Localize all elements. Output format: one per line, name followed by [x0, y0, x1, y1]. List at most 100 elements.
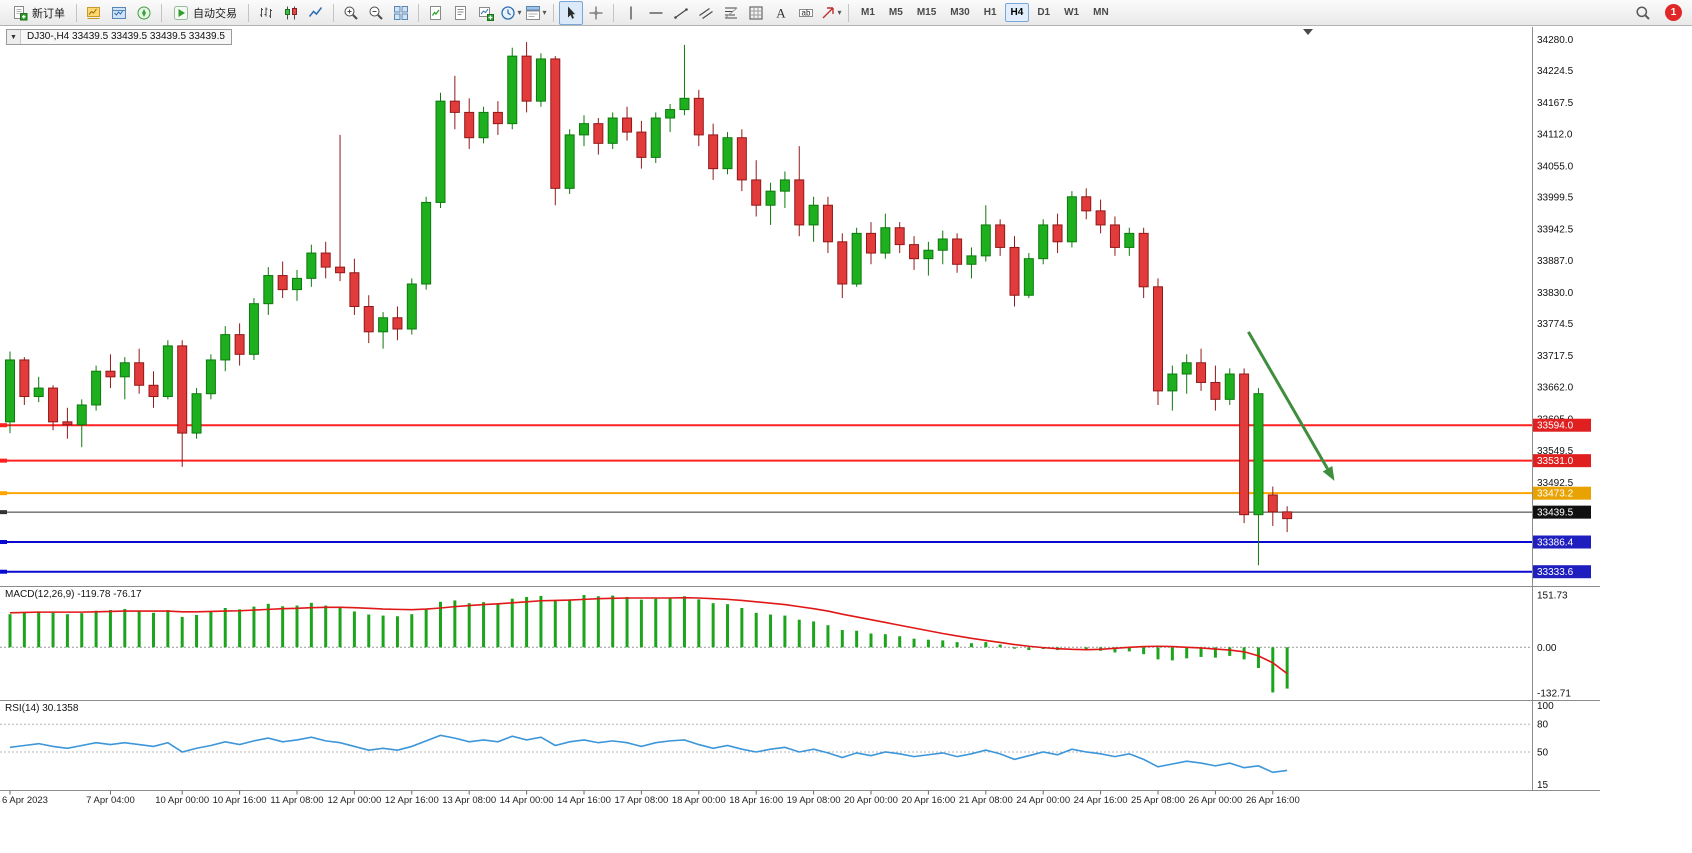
vertical-line-button[interactable] [619, 1, 643, 25]
chevron-down-icon: ▾ [837, 8, 842, 17]
macd-pane[interactable]: 151.73 0.00 -132.71 [0, 590, 1571, 700]
hline-left-marker [0, 540, 7, 545]
auto-trading-button[interactable]: 自动交易 [167, 1, 243, 25]
price-axis-label: 33999.5 [1537, 193, 1574, 204]
price-axis-label: 33492.5 [1537, 478, 1574, 489]
fibo-icon [724, 7, 738, 18]
search-button[interactable] [1631, 1, 1655, 25]
price-axis-label: 34224.5 [1537, 66, 1574, 77]
autotrade-play-icon [174, 5, 188, 20]
macd-axis-label: 151.73 [1537, 590, 1568, 601]
arrows-button[interactable]: ▾ [819, 1, 843, 25]
rsi-line [9, 734, 1288, 774]
notification-badge[interactable]: 1 [1665, 4, 1682, 21]
chart-title-chip: ▼ DJ30-,H4 33439.5 33439.5 33439.5 33439… [6, 29, 232, 45]
date-axis-label: 19 Apr 08:00 [787, 795, 841, 806]
timeframe-m30[interactable]: M30 [950, 7, 970, 18]
date-axis-label: 24 Apr 00:00 [1016, 795, 1070, 806]
candlestick-series [5, 42, 1293, 566]
price-axis-label: 33830.0 [1537, 288, 1574, 299]
timeframe-toolbar: M1 M5 M15 M30 H1 H4 D1 W1 MN [854, 3, 1116, 22]
new-order-button-label: 新订单 [32, 7, 65, 20]
svg-text:A: A [776, 5, 786, 20]
down-arrow-annotation[interactable] [1247, 331, 1335, 481]
timeframe-d1[interactable]: D1 [1037, 7, 1051, 18]
new-order-button[interactable]: 新订单 [6, 1, 71, 25]
channel-button[interactable] [694, 1, 718, 25]
timeframe-h1[interactable]: H1 [983, 7, 997, 18]
date-axis-label: 25 Apr 08:00 [1131, 795, 1185, 806]
timeframe-w1[interactable]: W1 [1064, 7, 1080, 18]
period-clock-icon [501, 5, 516, 20]
macd-axis-label: -132.71 [1537, 689, 1571, 700]
timeframe-m1[interactable]: M1 [861, 7, 875, 18]
timeframe-m15[interactable]: M15 [916, 7, 937, 18]
toolbar-separator [553, 3, 554, 22]
toolbar-separator [418, 3, 419, 22]
channel-icon [699, 7, 713, 19]
chart-shift-marker[interactable] [1303, 29, 1313, 35]
rsi-axis-label: 80 [1537, 720, 1549, 731]
crosshair-button[interactable] [584, 1, 608, 25]
navigator-button[interactable] [132, 1, 156, 25]
date-axis-label: 20 Apr 16:00 [901, 795, 955, 806]
rsi-pane[interactable]: 100 80 50 15 [0, 701, 1554, 791]
date-axis-label: 21 Apr 08:00 [959, 795, 1013, 806]
horizontal-line-button[interactable] [644, 1, 668, 25]
line-chart-button[interactable] [304, 1, 328, 25]
template-gear-icon [526, 5, 541, 20]
auto-trading-button-label: 自动交易 [193, 7, 237, 20]
template-button[interactable]: ▾ [524, 1, 548, 25]
timeframe-h4[interactable]: H4 [1004, 3, 1030, 22]
price-axis-label: 33549.5 [1537, 446, 1574, 457]
date-axis-label: 6 Apr 2023 [2, 795, 48, 806]
new-chart-button[interactable] [474, 1, 498, 25]
crosshair-icon [589, 6, 603, 19]
templates-button[interactable] [449, 1, 473, 25]
text-button[interactable]: A [769, 1, 793, 25]
zoom-in-button[interactable] [339, 1, 363, 25]
profiles-button[interactable] [82, 1, 106, 25]
shapes-button[interactable] [744, 1, 768, 25]
macd-indicator-label: MACD(12,26,9) -119.78 -76.17 [5, 589, 142, 600]
price-axis-label: 33774.5 [1537, 319, 1574, 330]
candles-chart-button[interactable] [279, 1, 303, 25]
hline-icon [649, 11, 663, 14]
timeframe-mn[interactable]: MN [1093, 7, 1109, 18]
zoom-out-button[interactable] [364, 1, 388, 25]
price-badge-33473.2: 33473.2 [1533, 486, 1591, 500]
macd-signal-line [9, 596, 1288, 675]
toolbar-separator [333, 3, 334, 22]
date-axis-label: 14 Apr 16:00 [557, 795, 611, 806]
indicators-button[interactable] [424, 1, 448, 25]
toolbar-separator [161, 3, 162, 22]
svg-text:ab: ab [802, 8, 811, 17]
candles-chart-icon [285, 6, 297, 19]
fibonacci-button[interactable] [719, 1, 743, 25]
periods-button[interactable]: ▾ [499, 1, 523, 25]
price-badge-33439.5: 33439.5 [1533, 505, 1591, 519]
date-axis-label: 10 Apr 16:00 [213, 795, 267, 806]
cursor-icon [568, 6, 576, 19]
templates-doc-icon [455, 5, 466, 20]
trendline-button[interactable] [669, 1, 693, 25]
market-watch-button[interactable] [107, 1, 131, 25]
price-axis-label: 33887.0 [1537, 256, 1574, 267]
timeframe-m5[interactable]: M5 [888, 7, 903, 18]
bars-chart-button[interactable] [254, 1, 278, 25]
trendline-icon [674, 7, 688, 19]
price-axis-label: 33942.5 [1537, 225, 1574, 236]
price-axis[interactable]: 34280.0 34224.5 34167.5 34112.0 34055.0 33999… [1533, 35, 1591, 579]
tile-windows-button[interactable] [389, 1, 413, 25]
macd-axis-label: 0.00 [1537, 643, 1557, 654]
date-axis[interactable]: 6 Apr 2023 7 Apr 04:00 10 Apr 00:00 10 Apr … [2, 791, 1300, 806]
date-axis-label: 24 Apr 16:00 [1074, 795, 1128, 806]
cursor-button[interactable] [559, 0, 583, 25]
one-click-trading-toggle[interactable]: ▼ [7, 30, 21, 44]
svg-text:33531.0: 33531.0 [1537, 456, 1574, 467]
rsi-axis-label: 15 [1537, 780, 1549, 791]
label-button[interactable]: ab [794, 1, 818, 25]
